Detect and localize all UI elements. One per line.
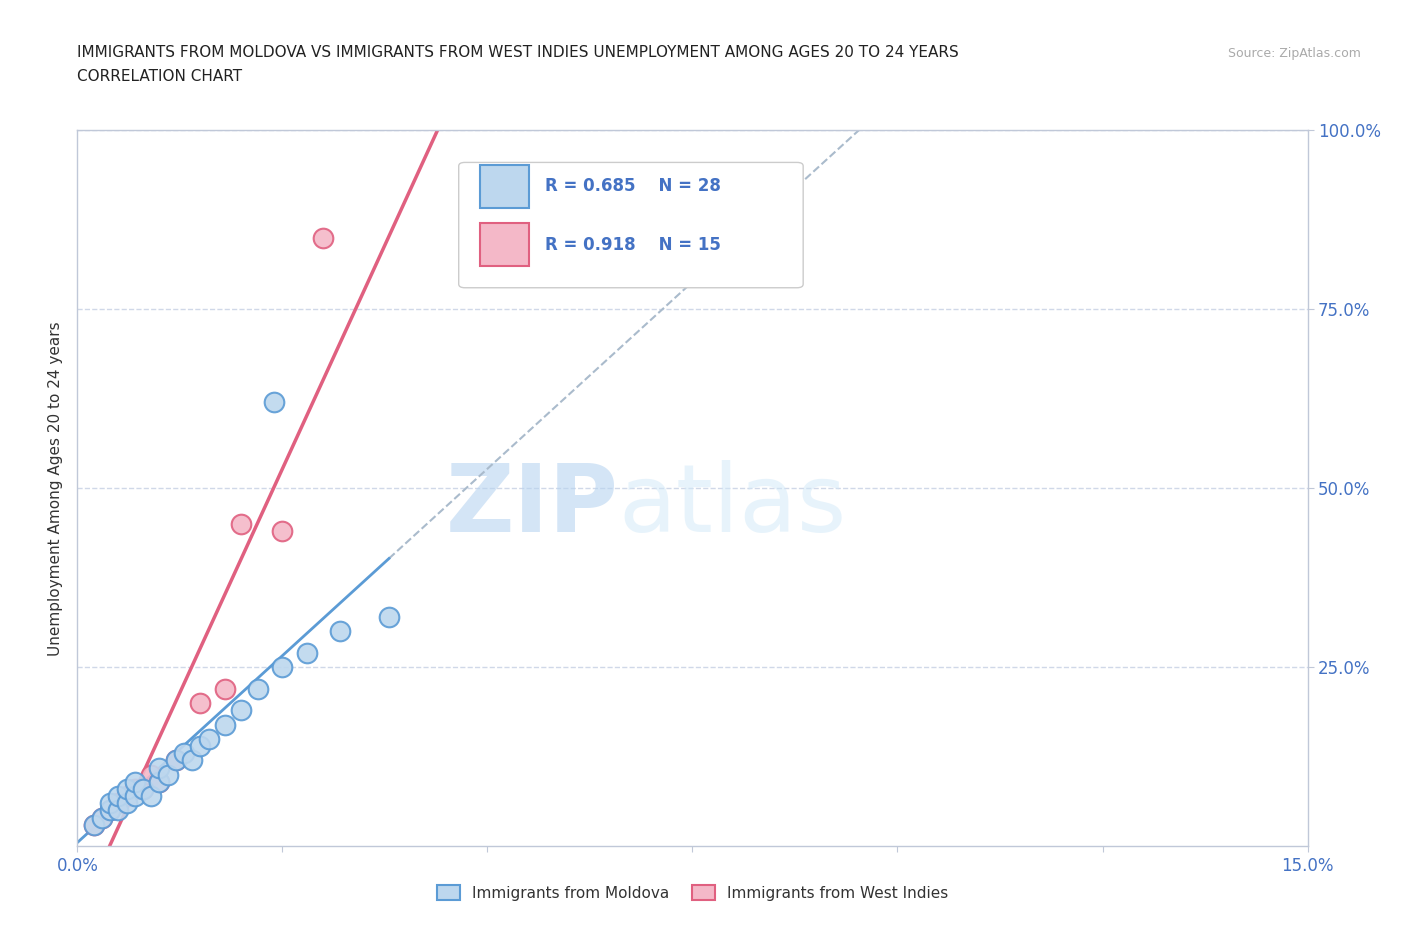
Point bbox=[132, 781, 155, 796]
Point bbox=[188, 696, 212, 711]
Text: R = 0.918    N = 15: R = 0.918 N = 15 bbox=[546, 236, 721, 254]
Point bbox=[181, 753, 204, 768]
Point bbox=[165, 753, 187, 768]
Point bbox=[271, 524, 294, 538]
Point bbox=[378, 610, 401, 625]
Point bbox=[124, 781, 146, 796]
Point bbox=[271, 660, 294, 675]
Point bbox=[98, 796, 121, 811]
Point bbox=[214, 682, 236, 697]
Point bbox=[107, 804, 129, 818]
Text: atlas: atlas bbox=[619, 460, 846, 552]
Point bbox=[312, 231, 335, 246]
Point bbox=[156, 767, 179, 782]
Point bbox=[115, 789, 138, 804]
Point bbox=[83, 817, 105, 832]
Point bbox=[231, 517, 253, 532]
Point bbox=[263, 395, 285, 410]
Point bbox=[214, 717, 236, 732]
Text: CORRELATION CHART: CORRELATION CHART bbox=[77, 69, 242, 84]
Point bbox=[98, 804, 121, 818]
Point bbox=[329, 624, 352, 639]
Point bbox=[124, 789, 146, 804]
Y-axis label: Unemployment Among Ages 20 to 24 years: Unemployment Among Ages 20 to 24 years bbox=[48, 321, 63, 656]
Point bbox=[98, 804, 121, 818]
Point bbox=[246, 682, 269, 697]
Point bbox=[197, 731, 219, 746]
Point bbox=[115, 781, 138, 796]
Text: ZIP: ZIP bbox=[446, 460, 619, 552]
FancyBboxPatch shape bbox=[458, 163, 803, 287]
Point bbox=[188, 738, 212, 753]
Text: Source: ZipAtlas.com: Source: ZipAtlas.com bbox=[1227, 47, 1361, 60]
Point bbox=[148, 775, 170, 790]
Point bbox=[148, 775, 170, 790]
FancyBboxPatch shape bbox=[479, 165, 529, 207]
Point bbox=[107, 796, 129, 811]
Point bbox=[132, 781, 155, 796]
FancyBboxPatch shape bbox=[479, 223, 529, 266]
Point bbox=[124, 775, 146, 790]
Legend: Immigrants from Moldova, Immigrants from West Indies: Immigrants from Moldova, Immigrants from… bbox=[430, 879, 955, 907]
Point bbox=[148, 760, 170, 775]
Text: IMMIGRANTS FROM MOLDOVA VS IMMIGRANTS FROM WEST INDIES UNEMPLOYMENT AMONG AGES 2: IMMIGRANTS FROM MOLDOVA VS IMMIGRANTS FR… bbox=[77, 46, 959, 60]
Point bbox=[231, 703, 253, 718]
Point bbox=[107, 789, 129, 804]
Point bbox=[115, 796, 138, 811]
Point bbox=[83, 817, 105, 832]
Point bbox=[90, 810, 114, 825]
Point bbox=[141, 789, 163, 804]
Point bbox=[165, 753, 187, 768]
Point bbox=[90, 810, 114, 825]
Point bbox=[141, 767, 163, 782]
Point bbox=[295, 645, 318, 660]
Text: R = 0.685    N = 28: R = 0.685 N = 28 bbox=[546, 177, 721, 195]
Point bbox=[173, 746, 195, 761]
